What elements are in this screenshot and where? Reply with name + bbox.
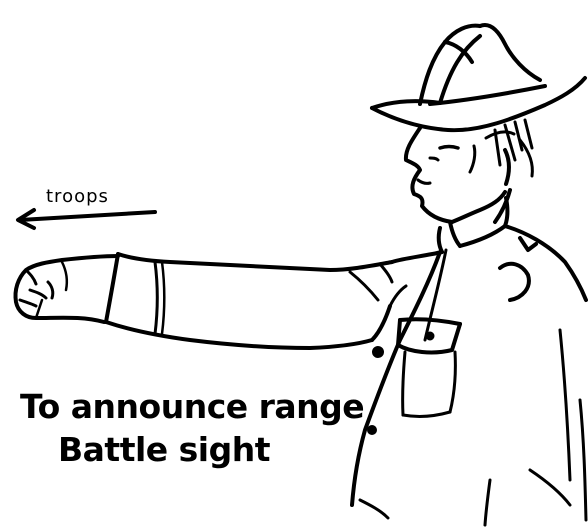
- soldier-head: [403, 118, 534, 224]
- caption-line-1: To announce range: [20, 387, 365, 426]
- uniform-coat: [350, 224, 588, 527]
- campaign-hat: [370, 23, 587, 133]
- direction-label: troops: [46, 186, 109, 207]
- direction-arrow-icon: [16, 208, 157, 230]
- outstretched-arm: [104, 252, 408, 350]
- caption-line-2: Battle sight: [58, 430, 271, 469]
- fist-icon: [13, 254, 120, 324]
- uniform-collar: [436, 196, 510, 254]
